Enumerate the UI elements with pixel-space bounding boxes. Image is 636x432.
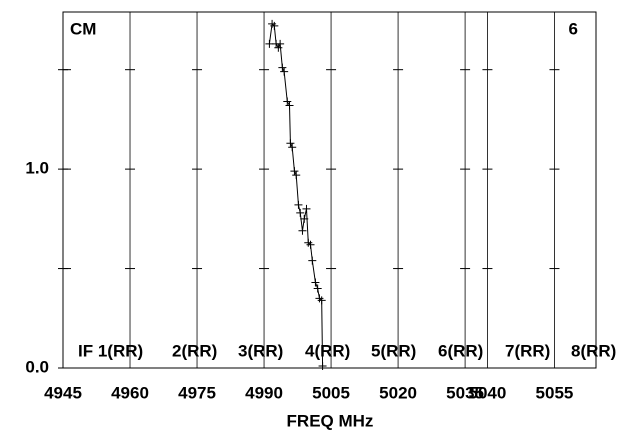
if-label: 2(RR) [172,341,217,360]
data-point [283,97,292,106]
corner-label: 6 [569,19,578,38]
data-point [318,362,327,371]
x-tick-label: 4990 [245,383,283,402]
if-label: 8(RR) [571,341,616,360]
data-point [315,294,324,303]
if-label: 6(RR) [438,341,483,360]
data-point [306,240,315,249]
x-tick-label: 4960 [111,383,149,402]
data-point [270,21,279,30]
data-line [268,22,324,367]
x-tick-label: 5005 [312,383,350,402]
x-tick-label: 5020 [379,383,417,402]
data-point [302,204,311,213]
data-point [317,296,326,305]
data-point [280,67,289,76]
data-point [274,43,283,52]
if-label: 7(RR) [505,341,550,360]
x-tick-label: 4975 [178,383,216,402]
data-point [285,101,294,110]
y-tick-label: 1.0 [25,159,49,178]
x-tick-label: 5040 [469,383,507,402]
data-point [292,171,301,180]
if-label: 3(RR) [238,341,283,360]
data-point [294,200,303,209]
data-point [313,284,322,293]
x-tick-label: 5035 [446,383,484,402]
data-point [308,256,317,265]
data-point [288,143,297,152]
data-point [286,139,295,148]
data-point [298,226,307,235]
if-label: IF 1(RR) [78,341,143,360]
x-tick-label: 4945 [44,383,82,402]
data-point [276,39,285,48]
data-point [290,167,299,176]
x-axis-label: FREQ MHz [287,411,374,430]
data-point [296,208,305,217]
corner-label: CM [70,19,96,38]
data-point [278,63,287,72]
data-point [300,214,309,223]
data-point [265,39,274,48]
if-label: 5(RR) [371,341,416,360]
if-label: 4(RR) [305,341,350,360]
y-tick-label: 0.0 [25,357,49,376]
data-point [311,278,320,287]
plot-frame [62,11,597,369]
x-tick-label: 5055 [536,383,574,402]
